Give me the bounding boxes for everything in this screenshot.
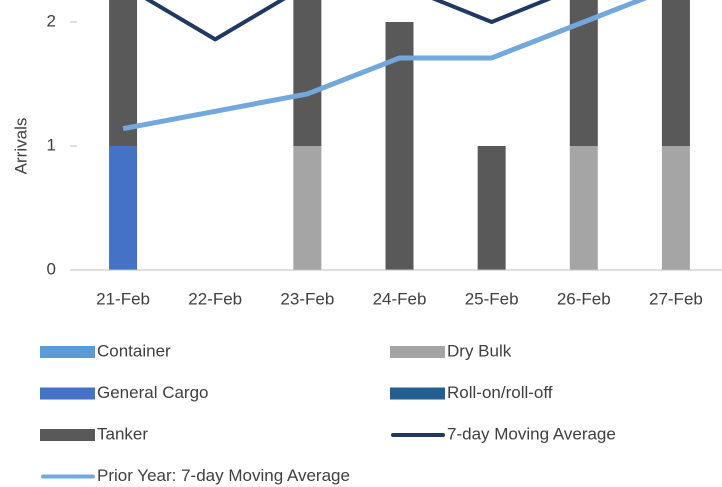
legend-label: 7-day Moving Average [447,424,616,443]
legend-swatch [40,346,95,358]
y-tick-label: 2 [47,11,56,30]
legend-label: Prior Year: 7-day Moving Average [97,466,350,485]
bar [293,0,322,146]
bar [293,146,322,270]
x-tick-label: 26-Feb [557,289,611,308]
y-axis-label: Arrivals [11,118,30,175]
line [144,0,552,42]
legend-label: Dry Bulk [447,341,512,360]
y-tick-label: 0 [47,259,56,278]
bar [109,146,138,270]
x-tick-label: 23-Feb [280,289,334,308]
bar [569,146,598,270]
legend-label: Roll-on/roll-off [447,383,553,402]
legend-label: General Cargo [97,383,209,402]
bar [661,146,690,270]
legend-swatch [40,387,95,400]
legend-swatch [390,387,445,400]
legend-swatch [40,429,95,441]
legend-swatch [390,346,445,358]
x-tick-label: 24-Feb [373,289,427,308]
line [122,0,648,132]
x-tick-label: 21-Feb [96,289,150,308]
x-tick-label: 22-Feb [188,289,242,308]
y-tick-label: 1 [47,135,56,154]
bar [661,0,690,146]
x-tick-label: 25-Feb [465,289,519,308]
bar [477,146,506,270]
x-tick-label: 27-Feb [649,289,703,308]
legend-label: Container [97,341,171,360]
legend-label: Tanker [97,424,148,443]
bar [109,0,138,146]
